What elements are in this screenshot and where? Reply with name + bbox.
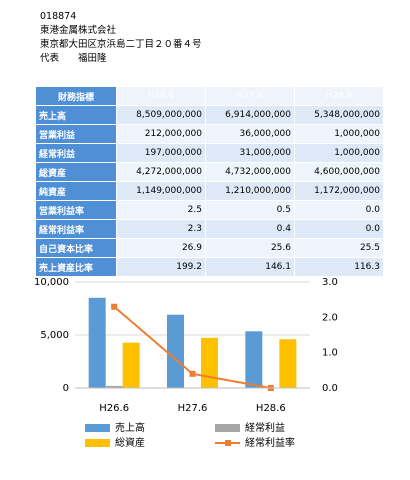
legend-swatch xyxy=(85,439,110,447)
y2-tick-label: 3.0 xyxy=(322,277,338,288)
cell: 1,149,000,000 xyxy=(116,181,206,201)
legend-swatch xyxy=(85,424,110,432)
representative: 代表 福田隆 xyxy=(40,53,107,64)
row: 総資産 4,272,000,000 4,732,000,000 4,600,000,0… xyxy=(35,162,384,182)
legend-label: 経常利益 xyxy=(245,421,285,434)
y-tick-label: 5,000 xyxy=(40,330,69,341)
row: 営業利益率 2.5 0.5 0.0 xyxy=(35,200,384,220)
row-label: 自己資本比率 xyxy=(35,238,117,258)
bar xyxy=(122,342,140,388)
legend-label: 総資産 xyxy=(115,436,145,449)
y-tick-label: 0 xyxy=(63,383,69,394)
cell: 8,509,000,000 xyxy=(116,105,206,125)
cell: 5,348,000,000 xyxy=(294,105,384,125)
legend-label: 経常利益率 xyxy=(245,436,295,449)
cell: 116.3 xyxy=(294,257,384,277)
legend-label: 売上高 xyxy=(115,421,145,434)
cell: 2.5 xyxy=(116,200,206,220)
row-label: 経常利益率 xyxy=(35,219,117,239)
row: 経常利益 197,000,000 31,000,000 1,000,000 xyxy=(35,143,384,163)
line-marker xyxy=(111,303,118,310)
y2-tick-label: 1.0 xyxy=(322,348,338,359)
row: 経常利益率 2.3 0.4 0.0 xyxy=(35,219,384,239)
legend-swatch xyxy=(225,440,231,446)
cell: 25.5 xyxy=(294,238,384,258)
company: 東港金属株式会社 xyxy=(40,25,117,36)
bar xyxy=(279,339,297,388)
cell: 25.6 xyxy=(205,238,295,258)
cell: 197,000,000 xyxy=(116,143,206,163)
cell: 199.2 xyxy=(116,257,206,277)
line-marker xyxy=(189,370,196,377)
row-label: 売上資産比率 xyxy=(35,257,117,277)
row-label: 営業利益 xyxy=(35,124,117,144)
cell: 4,272,000,000 xyxy=(116,162,206,182)
row-label: 総資産 xyxy=(35,162,117,182)
column-header: H27.6 xyxy=(205,86,295,106)
legend-swatch xyxy=(215,424,240,432)
y-tick-label: 10,000 xyxy=(34,277,69,288)
cell: 146.1 xyxy=(205,257,295,277)
code: 018874 xyxy=(40,11,77,22)
cell: 6,914,000,000 xyxy=(205,105,295,125)
bar xyxy=(167,314,184,388)
column-header: 財務指標 xyxy=(35,86,117,106)
x-tick-label: H27.6 xyxy=(178,403,208,414)
x-tick-label: H28.6 xyxy=(256,403,286,414)
row-label: 営業利益率 xyxy=(35,200,117,220)
bar xyxy=(88,297,106,388)
bar xyxy=(105,385,123,388)
row: 純資産 1,149,000,000 1,210,000,000 1,172,000,0… xyxy=(35,181,384,201)
bar xyxy=(245,331,263,388)
cell: 1,172,000,000 xyxy=(294,181,384,201)
cell: 212,000,000 xyxy=(116,124,206,144)
chart: 0 5,000 10,000 0.0 1.0 2.0 3.0 H26.6 H27.6 H28.6 売… xyxy=(34,277,338,449)
cell: 0.5 xyxy=(205,200,295,220)
row: 売上高 8,509,000,000 6,914,000,000 5,348,000,0… xyxy=(35,105,384,125)
cell: 4,600,000,000 xyxy=(294,162,384,182)
row-label: 売上高 xyxy=(35,105,117,125)
cell: 0.4 xyxy=(205,219,295,239)
row: 売上資産比率 199.2 146.1 116.3 xyxy=(35,257,384,277)
financial-table: 財務指標 H26.6 H27.6 H28.6 売上高 8,509,000,000 6,914… xyxy=(35,86,384,277)
x-tick-label: H26.6 xyxy=(99,403,129,414)
cell: 0.0 xyxy=(294,200,384,220)
cell: 26.9 xyxy=(116,238,206,258)
cell: 1,000,000 xyxy=(294,124,384,144)
header-row: 財務指標 H26.6 H27.6 H28.6 xyxy=(35,86,384,106)
row: 営業利益 212,000,000 36,000,000 1,000,000 xyxy=(35,124,384,144)
address: 東京都大田区京浜島二丁目２０番４号 xyxy=(40,39,202,50)
cell: 36,000,000 xyxy=(205,124,295,144)
cell: 1,000,000 xyxy=(294,143,384,163)
y2-tick-label: 0.0 xyxy=(322,383,338,394)
cell: 4,732,000,000 xyxy=(205,162,295,182)
row-label: 純資産 xyxy=(35,181,117,201)
header: 018874 東港金属株式会社 東京都大田区京浜島二丁目２０番４号 代表 福田隆 xyxy=(40,10,202,66)
cell: 31,000,000 xyxy=(205,143,295,163)
column-header: H28.6 xyxy=(294,86,384,106)
column-header: H26.6 xyxy=(116,86,206,106)
row: 自己資本比率 26.9 25.6 25.5 xyxy=(35,238,384,258)
cell: 2.3 xyxy=(116,219,206,239)
cell: 1,210,000,000 xyxy=(205,181,295,201)
y2-tick-label: 2.0 xyxy=(322,312,338,323)
bar xyxy=(201,337,218,388)
row-label: 経常利益 xyxy=(35,143,117,163)
cell: 0.0 xyxy=(294,219,384,239)
